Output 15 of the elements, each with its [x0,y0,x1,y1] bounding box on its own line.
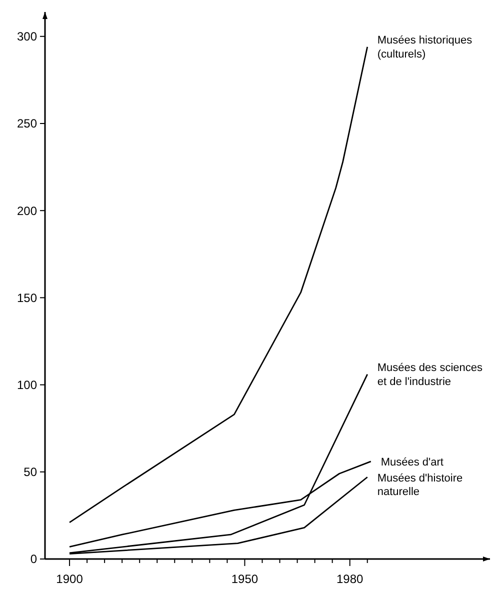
y-tick-label: 0 [30,552,38,566]
y-tick-label: 100 [16,378,38,392]
y-tick-label: 300 [16,30,38,44]
series-label: Musées des sciences et de l'industrie [377,362,484,388]
y-tick-label: 150 [16,290,38,305]
y-tick-label: 250 [16,116,38,131]
x-tick-label: 1980 [336,572,364,586]
x-tick-label: 1900 [56,572,84,586]
x-tick-label: 1950 [231,572,258,586]
series-label: Musées d'art [380,456,444,468]
line-series [68,46,368,524]
series-label: Musées historiques (culturels) [377,34,473,60]
series-label: Musées d'histoire naturelle [377,472,463,498]
y-tick-label: 200 [16,204,38,218]
y-tick-label: 50 [24,465,38,480]
